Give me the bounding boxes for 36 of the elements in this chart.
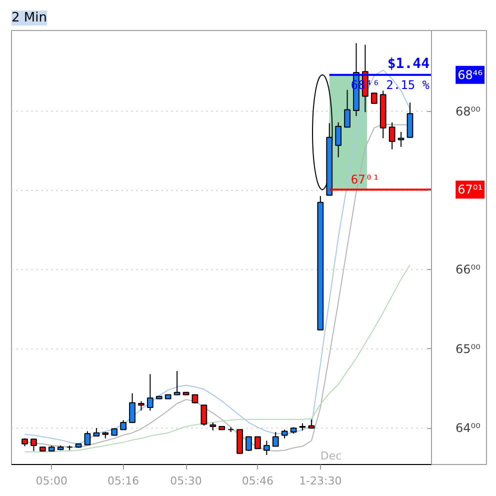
candlestick (174, 370, 180, 396)
x-tick-label: 05:16 (107, 474, 140, 488)
x-tick-label: 05:46 (242, 474, 274, 488)
candlestick (129, 392, 136, 424)
annotation: $1.44 (387, 56, 430, 72)
candlestick (200, 404, 208, 426)
x-tick-label: 05:00 (36, 474, 68, 488)
annotation: 2.15 % (386, 78, 430, 92)
candlestick (120, 420, 126, 430)
y-tick-label: 64⁰⁰ (456, 421, 481, 436)
candlestick (84, 430, 91, 446)
candlestick (398, 131, 404, 148)
y-tick-label: 66⁰⁰ (456, 262, 481, 277)
ref-line-label: 68⁴⁶ (458, 68, 483, 82)
line-series (24, 264, 410, 452)
candlestick (388, 122, 396, 150)
annotation: 67⁰¹ (350, 172, 380, 187)
candlestick (370, 92, 378, 104)
candlestick (236, 429, 243, 454)
candlestick (344, 89, 350, 128)
candlestick (335, 122, 342, 158)
candlestick (263, 440, 270, 456)
candlestick (246, 436, 252, 452)
y-tick-label: 68⁰⁰ (456, 104, 481, 118)
candlestick (147, 374, 154, 412)
candlestick (138, 400, 144, 412)
chart-title: 2 Min (12, 10, 47, 26)
annotation: Dec (320, 450, 342, 462)
x-tick-label: 1-23:30 (299, 474, 342, 488)
candlestick (406, 102, 414, 138)
ref-line-label: 67⁰¹ (458, 182, 483, 197)
x-tick-label: 05:30 (170, 474, 202, 488)
y-tick-label: 65⁰⁰ (456, 342, 481, 356)
candlestick (272, 432, 279, 447)
candlestick (254, 436, 261, 450)
candlestick (30, 438, 37, 452)
